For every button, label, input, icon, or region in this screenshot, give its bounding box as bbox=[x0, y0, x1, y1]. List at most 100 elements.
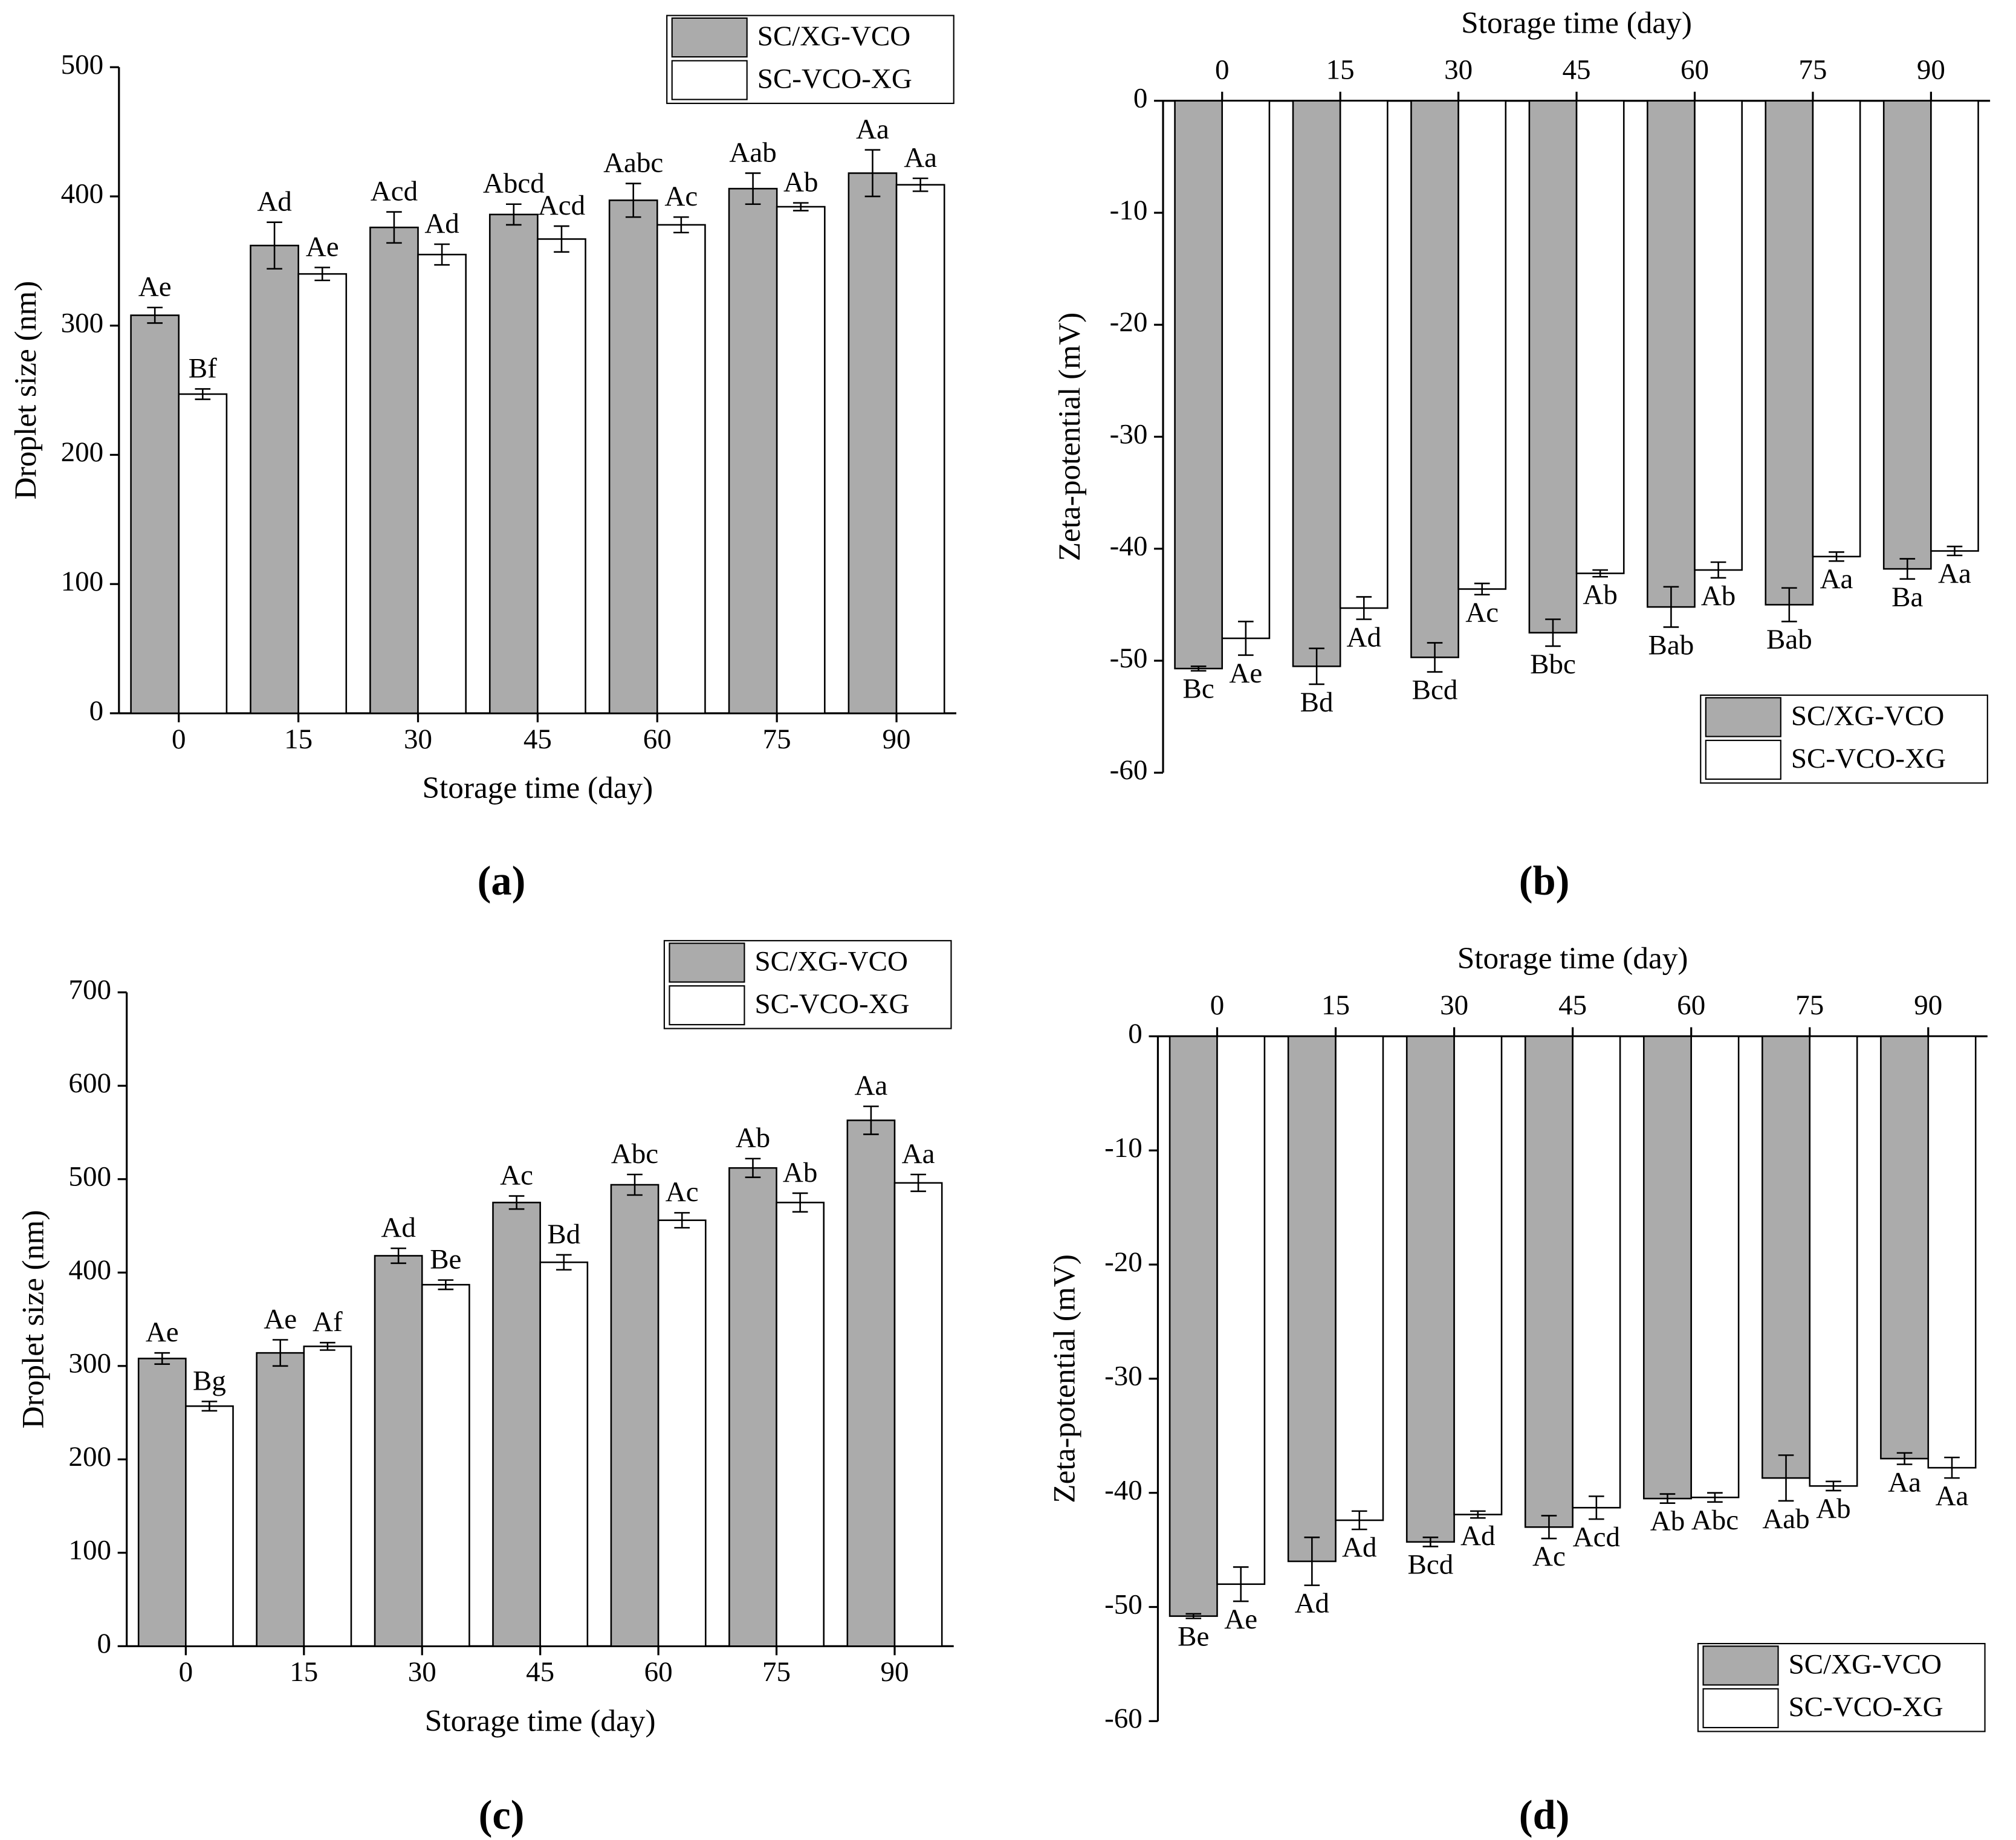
significance-letter: Bf bbox=[189, 352, 217, 384]
y-tick-label: 700 bbox=[68, 974, 111, 1006]
error-bar bbox=[505, 203, 522, 226]
y-tick-label: 500 bbox=[68, 1161, 111, 1193]
bar bbox=[185, 1405, 234, 1647]
bar bbox=[374, 1255, 423, 1647]
x-tick-label: 0 bbox=[179, 1656, 193, 1688]
bar bbox=[256, 1352, 305, 1647]
error-bar bbox=[1659, 1493, 1676, 1504]
error-bar bbox=[1592, 569, 1608, 578]
x-tick-label: 45 bbox=[1558, 990, 1587, 1021]
bar bbox=[848, 172, 898, 714]
y-tick-label: -60 bbox=[1110, 754, 1148, 786]
error-bar bbox=[1829, 551, 1844, 562]
significance-letter: Aa bbox=[902, 1138, 935, 1170]
x-axis-title: Storage time (day) bbox=[1457, 941, 1688, 976]
x-tick-label: 30 bbox=[408, 1656, 436, 1688]
error-bar bbox=[1781, 587, 1797, 623]
error-bar bbox=[195, 388, 211, 400]
significance-letter: Ad bbox=[1460, 1520, 1495, 1552]
bar bbox=[1174, 100, 1224, 670]
bar bbox=[1453, 1035, 1503, 1515]
error-bar bbox=[792, 202, 809, 212]
x-tick-label: 30 bbox=[1440, 990, 1468, 1021]
bar bbox=[728, 187, 778, 714]
significance-letter: Aa bbox=[856, 114, 889, 145]
panel-label: (d) bbox=[1519, 1792, 1570, 1838]
legend-label: SC-VCO-XG bbox=[755, 988, 910, 1020]
error-bar bbox=[1185, 1613, 1202, 1619]
bar bbox=[1335, 1035, 1384, 1521]
y-tick-label: -20 bbox=[1110, 306, 1148, 338]
y-tick-label: -10 bbox=[1104, 1132, 1143, 1164]
significance-letter: Aa bbox=[1938, 558, 1971, 589]
legend-swatch bbox=[671, 17, 748, 58]
y-tick-label: 0 bbox=[1128, 1018, 1143, 1049]
bar bbox=[539, 1261, 589, 1647]
bar bbox=[1927, 1035, 1977, 1469]
error-bar bbox=[1899, 558, 1916, 580]
error-bar bbox=[320, 1341, 335, 1351]
error-bar bbox=[1427, 642, 1443, 673]
significance-letter: Bc bbox=[1183, 673, 1214, 705]
y-axis-title: Droplet size (nm) bbox=[16, 1210, 51, 1429]
bar bbox=[1930, 100, 1979, 552]
error-bar bbox=[627, 1173, 643, 1196]
bar bbox=[1572, 1035, 1621, 1509]
legend-swatch bbox=[1705, 697, 1781, 737]
legend-swatch bbox=[1702, 1688, 1779, 1729]
error-bar bbox=[1422, 1537, 1439, 1547]
error-bar bbox=[792, 1192, 808, 1213]
x-tick-label: 30 bbox=[404, 724, 432, 755]
error-bar bbox=[1190, 666, 1207, 672]
x-tick-label: 75 bbox=[1798, 54, 1827, 86]
panel-label: (b) bbox=[1519, 858, 1570, 904]
bar bbox=[421, 1284, 470, 1647]
significance-letter: Ab bbox=[1583, 579, 1617, 611]
bar bbox=[608, 199, 658, 714]
error-bar bbox=[1356, 596, 1372, 620]
x-tick-label: 0 bbox=[1215, 54, 1230, 86]
bar bbox=[178, 393, 228, 714]
significance-letter: Be bbox=[1178, 1621, 1209, 1652]
x-tick-label: 0 bbox=[1210, 990, 1225, 1021]
significance-letter: Aa bbox=[904, 142, 937, 173]
error-bar bbox=[1474, 582, 1490, 596]
significance-letter: Abc bbox=[1691, 1505, 1739, 1536]
significance-letter: Ae bbox=[146, 1317, 179, 1348]
bar bbox=[1221, 100, 1271, 640]
y-tick-label: 500 bbox=[61, 49, 104, 80]
x-tick-label: 90 bbox=[883, 724, 911, 755]
significance-letter: Acd bbox=[538, 190, 585, 221]
significance-letter: Ac bbox=[666, 1176, 699, 1208]
error-bar bbox=[673, 216, 689, 234]
x-tick-label: 15 bbox=[1326, 54, 1355, 86]
bar bbox=[1287, 1035, 1337, 1563]
y-tick-label: 100 bbox=[68, 1535, 111, 1566]
bar bbox=[776, 206, 826, 714]
significance-letter: Bab bbox=[1648, 629, 1694, 661]
error-bar bbox=[1896, 1452, 1913, 1465]
y-tick-label: 200 bbox=[61, 436, 104, 468]
error-bar bbox=[1944, 1456, 1960, 1479]
y-tick-label: 400 bbox=[61, 178, 104, 210]
bar bbox=[369, 226, 419, 714]
bar bbox=[895, 184, 945, 714]
significance-letter: Ad bbox=[257, 186, 291, 218]
significance-letter: Ae bbox=[306, 231, 339, 262]
error-bar bbox=[1309, 647, 1324, 685]
significance-letter: Bcd bbox=[1412, 675, 1458, 706]
x-tick-label: 60 bbox=[643, 724, 672, 755]
bar bbox=[1642, 1035, 1692, 1500]
y-tick-label: 300 bbox=[68, 1348, 111, 1379]
y-tick-label: 400 bbox=[68, 1254, 111, 1286]
bar bbox=[1694, 100, 1743, 571]
error-bar bbox=[201, 1401, 218, 1412]
x-tick-label: 15 bbox=[1321, 990, 1350, 1021]
error-bar bbox=[434, 243, 450, 266]
significance-letter: Ae bbox=[264, 1303, 297, 1335]
x-axis-title: Storage time (day) bbox=[423, 771, 653, 805]
significance-letter: Ba bbox=[1891, 581, 1923, 613]
legend-swatch bbox=[669, 942, 745, 983]
bar bbox=[417, 253, 467, 714]
